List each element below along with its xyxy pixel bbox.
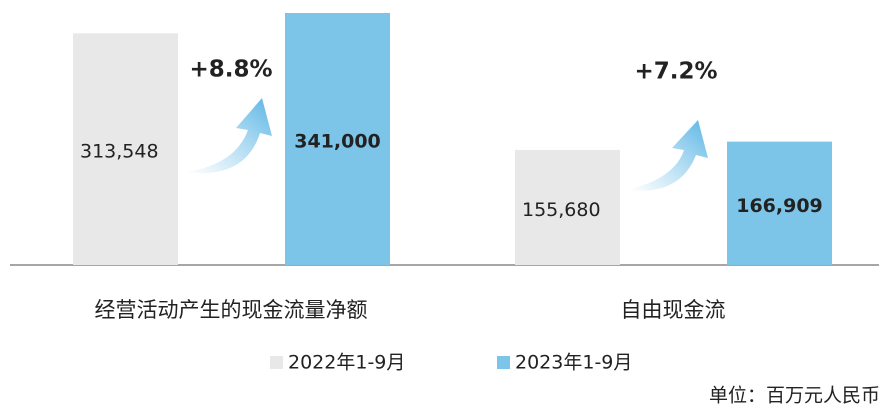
legend-swatch (497, 356, 510, 369)
value-label: 166,909 (736, 195, 823, 217)
bar (285, 13, 390, 265)
legend-swatch (270, 356, 283, 369)
category-label: 经营活动产生的现金流量净额 (95, 298, 368, 322)
bar (515, 149, 620, 265)
growth-arrow (185, 98, 272, 174)
unit-label: 单位：百万元人民币 (709, 385, 880, 407)
value-label: 341,000 (294, 131, 381, 153)
growth-arrow (628, 120, 708, 191)
value-label: 313,548 (80, 141, 159, 163)
legend-label: 2022年1-9月 (288, 352, 405, 374)
value-label: 155,680 (522, 199, 601, 221)
category-label: 自由现金流 (621, 298, 726, 322)
growth-annotation: +7.2% (634, 59, 717, 85)
bar (73, 33, 178, 265)
growth-annotation: +8.8% (189, 57, 272, 83)
legend-label: 2023年1-9月 (515, 352, 632, 374)
bar (727, 141, 832, 265)
